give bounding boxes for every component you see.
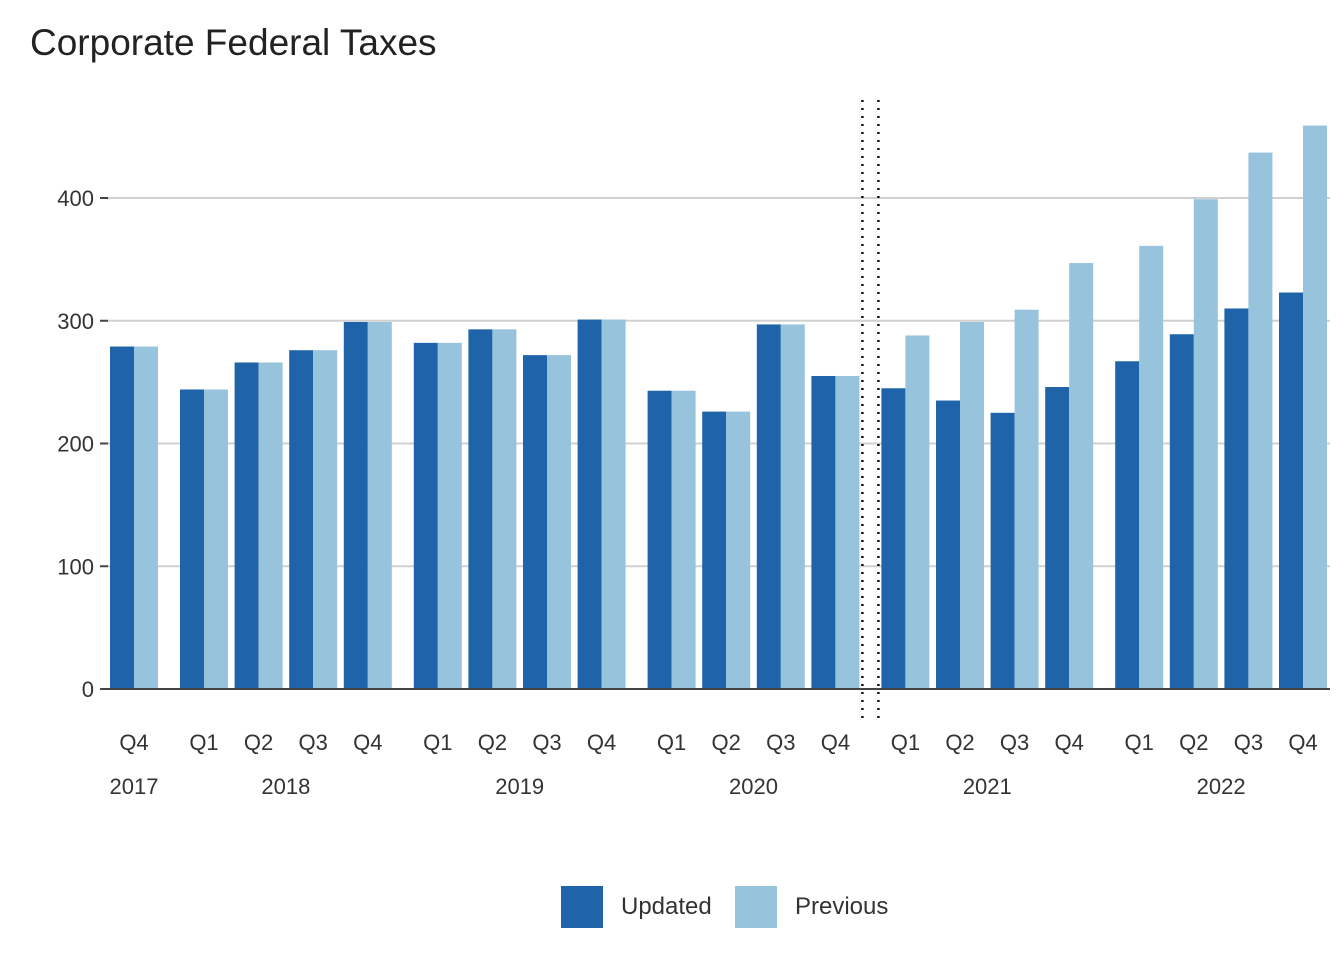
bar-previous-2022-q4	[1303, 125, 1327, 689]
bar-updated-2021-q1	[881, 388, 906, 689]
x-tick-label-year: 2019	[495, 774, 544, 799]
y-tick-label: 400	[57, 186, 94, 211]
bar-updated-2022-q4	[1279, 292, 1303, 689]
bar-updated-2020-q1	[647, 390, 672, 689]
bar-updated-2017-q4	[110, 346, 134, 689]
bar-updated-2020-q3	[756, 324, 781, 689]
bar-previous-2019-q3	[547, 355, 571, 689]
bar-updated-2022-q3	[1224, 308, 1249, 689]
x-tick-label-quarter: Q1	[423, 730, 452, 755]
x-tick-label-quarter: Q2	[244, 730, 273, 755]
y-axis-tick-labels: 0 100 200 300 400	[57, 186, 94, 702]
bars	[110, 125, 1327, 690]
bar-previous-2020-q2	[726, 411, 751, 689]
y-tick-label: 200	[57, 432, 94, 457]
bar-previous-2020-q1	[671, 390, 696, 689]
legend-label-updated: Updated	[621, 893, 712, 920]
x-tick-label-quarter: Q4	[821, 730, 850, 755]
bar-updated-2022-q2	[1169, 334, 1194, 689]
x-tick-label-quarter: Q3	[1234, 730, 1263, 755]
bar-previous-2022-q1	[1139, 245, 1164, 689]
legend: Updated Previous	[0, 886, 1344, 930]
bar-updated-2019-q2	[468, 329, 493, 689]
x-tick-label-quarter: Q2	[1179, 730, 1208, 755]
x-tick-label-quarter: Q4	[1055, 730, 1084, 755]
bar-updated-2019-q4	[577, 319, 602, 689]
x-tick-label-quarter: Q2	[945, 730, 974, 755]
bar-updated-2021-q4	[1045, 387, 1070, 689]
x-tick-label-quarter: Q3	[532, 730, 561, 755]
bar-updated-2020-q4	[811, 375, 836, 689]
bar-previous-2018-q1	[204, 389, 228, 689]
x-tick-label-quarter: Q3	[299, 730, 328, 755]
legend-item-previous: Previous	[735, 886, 888, 928]
bar-updated-2022-q1	[1115, 361, 1140, 689]
bar-previous-2021-q4	[1069, 263, 1094, 689]
chart-title: Corporate Federal Taxes	[30, 22, 437, 63]
bar-previous-2019-q2	[492, 329, 517, 689]
x-tick-label-year: 2021	[963, 774, 1012, 799]
bar-previous-2022-q2	[1193, 199, 1218, 690]
x-tick-label-quarter: Q3	[766, 730, 795, 755]
bar-updated-2020-q2	[702, 411, 727, 689]
x-tick-label-quarter: Q1	[189, 730, 218, 755]
x-tick-label-quarter: Q1	[1125, 730, 1154, 755]
x-tick-label-quarter: Q4	[587, 730, 616, 755]
bar-updated-2021-q2	[936, 400, 960, 689]
x-tick-label-year: 2017	[110, 774, 159, 799]
bar-updated-2018-q3	[289, 350, 314, 689]
bar-previous-2018-q4	[367, 321, 392, 689]
x-tick-label-quarter: Q4	[119, 730, 148, 755]
x-tick-label-quarter: Q1	[657, 730, 686, 755]
x-tick-label-year: 2020	[729, 774, 778, 799]
bar-previous-2021-q3	[1014, 309, 1039, 689]
x-tick-label-quarter: Q4	[353, 730, 382, 755]
y-tick-label: 100	[57, 554, 94, 579]
x-tick-label-quarter: Q2	[712, 730, 741, 755]
x-tick-label-year: 2018	[261, 774, 310, 799]
x-tick-label-quarter: Q4	[1288, 730, 1317, 755]
period-divider	[861, 100, 880, 718]
legend-label-previous: Previous	[795, 893, 889, 920]
bar-previous-2017-q4	[134, 346, 158, 689]
bar-previous-2021-q1	[905, 335, 930, 689]
x-tick-label-year: 2022	[1197, 774, 1246, 799]
y-tick-label: 300	[57, 309, 94, 334]
bar-previous-2020-q4	[835, 375, 860, 689]
bar-updated-2018-q4	[343, 321, 368, 689]
bar-updated-2018-q2	[234, 362, 259, 689]
legend-swatch-previous	[735, 886, 777, 928]
bar-updated-2018-q1	[180, 389, 204, 689]
bar-updated-2019-q1	[413, 342, 438, 689]
x-tick-label-quarter: Q3	[1000, 730, 1029, 755]
bar-previous-2022-q3	[1248, 152, 1273, 689]
bar-previous-2018-q2	[258, 362, 283, 689]
bar-updated-2019-q3	[523, 355, 547, 689]
bar-previous-2018-q3	[313, 350, 338, 689]
bar-previous-2019-q1	[437, 342, 462, 689]
legend-swatch-updated	[561, 886, 603, 928]
bar-previous-2021-q2	[960, 321, 984, 689]
x-tick-label-quarter: Q1	[891, 730, 920, 755]
x-tick-label-quarter: Q2	[478, 730, 507, 755]
y-tick-label: 0	[82, 677, 94, 702]
legend-item-updated: Updated	[561, 886, 712, 928]
bar-previous-2020-q3	[780, 324, 805, 689]
bar-previous-2019-q4	[601, 319, 626, 689]
x-axis-tick-labels: Q4 Q1 Q2 Q3 Q4 Q1 Q2 Q3 Q4 Q1 Q2 Q3 Q4 Q1 Q2 Q3 Q4 Q1 Q2 Q3…	[110, 730, 1318, 799]
bar-updated-2021-q3	[990, 412, 1015, 689]
